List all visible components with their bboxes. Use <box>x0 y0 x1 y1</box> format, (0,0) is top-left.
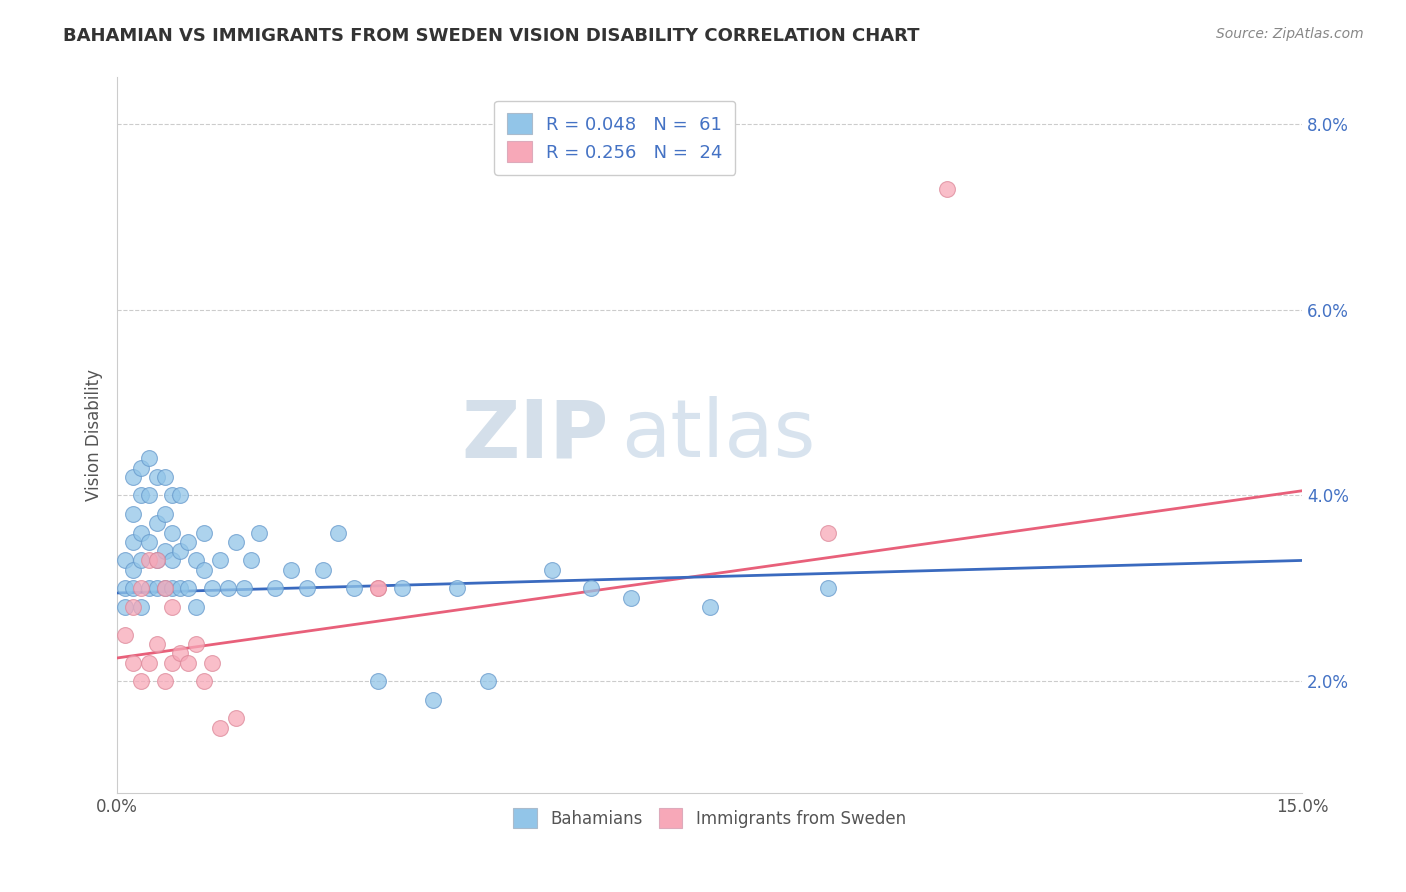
Point <box>122 599 145 614</box>
Point <box>138 451 160 466</box>
Point <box>162 656 184 670</box>
Point <box>138 656 160 670</box>
Point <box>153 470 176 484</box>
Point <box>446 582 468 596</box>
Point <box>217 582 239 596</box>
Point <box>122 534 145 549</box>
Point <box>201 582 224 596</box>
Point <box>367 674 389 689</box>
Point <box>225 534 247 549</box>
Point <box>153 582 176 596</box>
Point <box>391 582 413 596</box>
Point <box>422 692 444 706</box>
Point <box>145 470 167 484</box>
Point <box>122 656 145 670</box>
Point <box>186 599 208 614</box>
Point <box>186 553 208 567</box>
Point <box>619 591 641 605</box>
Point <box>169 488 191 502</box>
Point <box>129 525 152 540</box>
Point <box>177 534 200 549</box>
Point <box>162 599 184 614</box>
Point <box>817 582 839 596</box>
Point <box>367 582 389 596</box>
Point <box>129 582 152 596</box>
Point <box>162 582 184 596</box>
Point <box>122 507 145 521</box>
Point <box>193 563 215 577</box>
Point <box>162 553 184 567</box>
Point <box>225 711 247 725</box>
Point <box>114 582 136 596</box>
Point <box>177 656 200 670</box>
Point <box>935 182 957 196</box>
Point <box>579 582 602 596</box>
Legend: Bahamians, Immigrants from Sweden: Bahamians, Immigrants from Sweden <box>506 802 912 834</box>
Point <box>145 516 167 531</box>
Point <box>138 534 160 549</box>
Point <box>138 488 160 502</box>
Point <box>186 637 208 651</box>
Point <box>193 674 215 689</box>
Point <box>129 460 152 475</box>
Point <box>280 563 302 577</box>
Point <box>343 582 366 596</box>
Text: atlas: atlas <box>620 396 815 474</box>
Point <box>193 525 215 540</box>
Point <box>264 582 287 596</box>
Point <box>129 674 152 689</box>
Point <box>169 582 191 596</box>
Y-axis label: Vision Disability: Vision Disability <box>86 369 103 501</box>
Point <box>540 563 562 577</box>
Point <box>177 582 200 596</box>
Point <box>367 582 389 596</box>
Point <box>153 674 176 689</box>
Point <box>201 656 224 670</box>
Point <box>129 488 152 502</box>
Point <box>145 637 167 651</box>
Point <box>169 646 191 660</box>
Point <box>145 553 167 567</box>
Point <box>311 563 333 577</box>
Text: BAHAMIAN VS IMMIGRANTS FROM SWEDEN VISION DISABILITY CORRELATION CHART: BAHAMIAN VS IMMIGRANTS FROM SWEDEN VISIO… <box>63 27 920 45</box>
Point <box>208 721 231 735</box>
Point <box>138 582 160 596</box>
Point <box>477 674 499 689</box>
Point <box>122 582 145 596</box>
Point <box>247 525 270 540</box>
Point <box>295 582 318 596</box>
Point <box>129 599 152 614</box>
Point <box>145 553 167 567</box>
Point <box>162 488 184 502</box>
Point <box>162 525 184 540</box>
Point <box>169 544 191 558</box>
Point <box>153 544 176 558</box>
Point <box>129 553 152 567</box>
Point <box>122 470 145 484</box>
Point <box>208 553 231 567</box>
Point <box>817 525 839 540</box>
Point <box>114 553 136 567</box>
Point <box>699 599 721 614</box>
Text: ZIP: ZIP <box>461 396 609 474</box>
Point <box>240 553 263 567</box>
Text: Source: ZipAtlas.com: Source: ZipAtlas.com <box>1216 27 1364 41</box>
Point <box>232 582 254 596</box>
Point <box>122 563 145 577</box>
Point <box>114 599 136 614</box>
Point <box>145 582 167 596</box>
Point <box>328 525 350 540</box>
Point <box>114 628 136 642</box>
Point <box>153 582 176 596</box>
Point <box>138 553 160 567</box>
Point <box>153 507 176 521</box>
